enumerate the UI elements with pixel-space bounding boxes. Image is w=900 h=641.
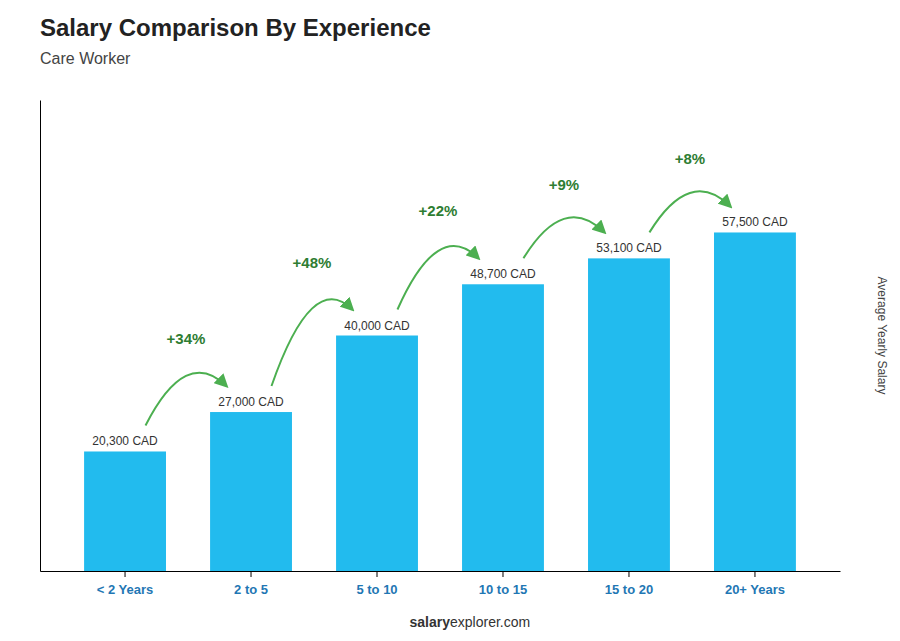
data-label: 53,100 CAD xyxy=(596,241,662,255)
bar xyxy=(336,336,418,572)
x-tick-mark xyxy=(251,571,252,577)
x-tick-label: 5 to 10 xyxy=(356,582,397,597)
data-label: 48,700 CAD xyxy=(470,267,536,281)
change-arrow xyxy=(523,217,604,258)
change-label: +8% xyxy=(675,150,705,167)
x-tick: 10 to 15 xyxy=(479,571,527,597)
x-tick-label: 20+ Years xyxy=(725,582,785,597)
change-arrow xyxy=(271,299,352,386)
title: Salary Comparison By Experience xyxy=(40,14,431,41)
bar xyxy=(210,412,292,571)
x-tick-mark xyxy=(628,571,629,577)
y-axis-line xyxy=(40,101,41,572)
x-tick: < 2 Years xyxy=(97,571,154,597)
change-label: +48% xyxy=(293,254,332,271)
change-arrow xyxy=(397,246,478,309)
footer: salary xyxy=(410,614,451,630)
x-tick-mark xyxy=(377,571,378,577)
plot: < 2 Years 2 to 5 5 to 10 10 to 15 15 to 20 20… xyxy=(41,101,841,598)
x-tick: 15 to 20 xyxy=(605,571,653,597)
x-tick-mark xyxy=(754,571,755,577)
bars xyxy=(84,232,796,571)
change-label: +9% xyxy=(549,176,579,193)
change-arrow xyxy=(146,373,227,426)
bar xyxy=(588,258,670,571)
subtitle: Care Worker xyxy=(40,50,131,67)
annotations: +34% +48% +22% +9% +8% xyxy=(146,150,731,425)
footer: explorer.com xyxy=(450,614,530,630)
change-label: +22% xyxy=(419,202,458,219)
data-labels: 20,300 CAD 27,000 CAD 40,000 CAD 48,700 CAD… xyxy=(92,215,788,448)
x-axis-line xyxy=(41,571,841,572)
x-tick: 20+ Years xyxy=(725,571,785,597)
change-arrow xyxy=(649,191,730,232)
bar xyxy=(84,451,166,571)
x-tick-label: 15 to 20 xyxy=(605,582,653,597)
data-label: 57,500 CAD xyxy=(722,215,788,229)
chart: < 2 Years 2 to 5 5 to 10 10 to 15 15 to 20 20… xyxy=(0,0,900,641)
bar xyxy=(462,284,544,571)
x-tick-label: < 2 Years xyxy=(97,582,154,597)
y-axis xyxy=(40,101,41,572)
data-label: 20,300 CAD xyxy=(92,434,158,448)
x-tick-mark xyxy=(502,571,503,577)
x-axis: < 2 Years 2 to 5 5 to 10 10 to 15 15 to 20 20… xyxy=(41,571,841,597)
x-tick-mark xyxy=(125,571,126,577)
x-tick: 2 to 5 xyxy=(234,571,268,597)
x-tick: 5 to 10 xyxy=(356,571,397,597)
x-tick-label: 10 to 15 xyxy=(479,582,527,597)
change-label: +34% xyxy=(167,330,206,347)
y-axis-title: Average Yearly Salary xyxy=(875,277,889,395)
data-label: 40,000 CAD xyxy=(344,319,410,333)
data-label: 27,000 CAD xyxy=(218,395,284,409)
bar xyxy=(714,232,796,571)
x-tick-label: 2 to 5 xyxy=(234,582,268,597)
